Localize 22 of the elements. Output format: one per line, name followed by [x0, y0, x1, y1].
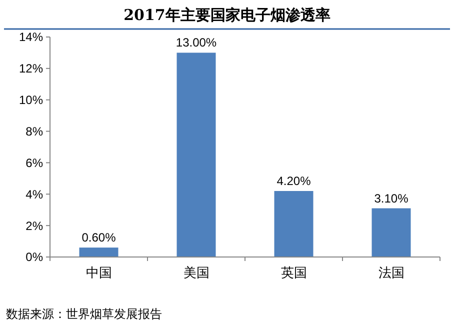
x-tick-label: 美国	[183, 265, 210, 280]
source-note: 数据来源：世界烟草发展报告	[6, 307, 162, 321]
y-tick-label: 2%	[26, 218, 44, 233]
chart-title: 2017年主要国家电子烟渗透率	[124, 6, 330, 24]
y-tick-label: 0%	[26, 250, 44, 264]
bar	[176, 52, 216, 257]
data-label: 4.20%	[276, 174, 312, 188]
y-tick-label: 8%	[26, 124, 44, 138]
y-tick-label: 14%	[18, 30, 44, 44]
data-label: 0.60%	[82, 230, 116, 245]
y-tick-label: 4%	[26, 187, 44, 202]
x-tick-label: 法国	[378, 265, 404, 280]
bar	[274, 191, 314, 257]
data-label: 3.10%	[374, 191, 409, 206]
y-tick-label: 10%	[18, 93, 44, 108]
y-tick-label: 12%	[18, 62, 44, 76]
x-tick-label: 英国	[280, 265, 307, 280]
bar	[372, 208, 411, 257]
y-tick-label: 6%	[26, 156, 44, 170]
bar	[79, 248, 118, 257]
x-tick-label: 中国	[86, 265, 112, 280]
data-label: 13.00%	[176, 36, 217, 50]
